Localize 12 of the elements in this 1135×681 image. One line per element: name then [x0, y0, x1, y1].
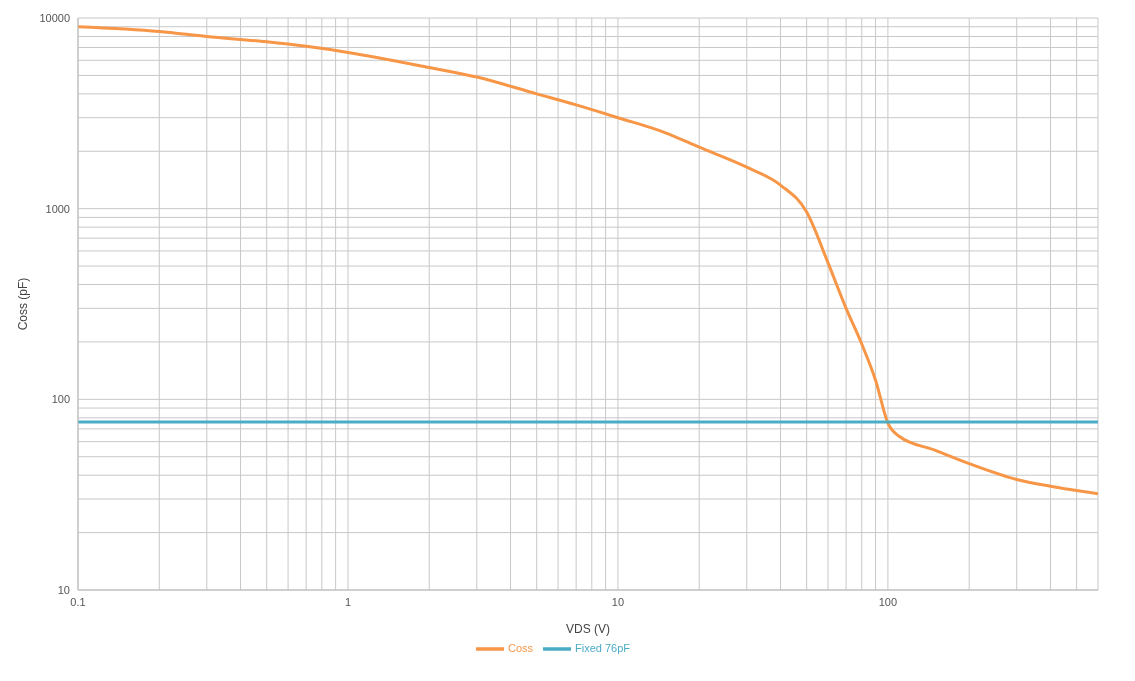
y-axis-title: Coss (pF) [16, 277, 31, 331]
x-tick-label: 100 [878, 595, 898, 608]
legend-label: Fixed 76pF [575, 641, 631, 654]
y-tick-label: 1000 [45, 202, 70, 215]
x-tick-label: 1 [344, 595, 352, 608]
y-tick-label: 10 [57, 583, 70, 596]
x-axis-title: VDS (V) [565, 622, 611, 636]
x-tick-label: 0.1 [70, 595, 86, 608]
y-tick-label: 100 [51, 393, 70, 406]
legend-label: Coss [507, 641, 534, 654]
y-tick-label: 10000 [39, 11, 70, 24]
x-tick-label: 10 [611, 595, 625, 608]
